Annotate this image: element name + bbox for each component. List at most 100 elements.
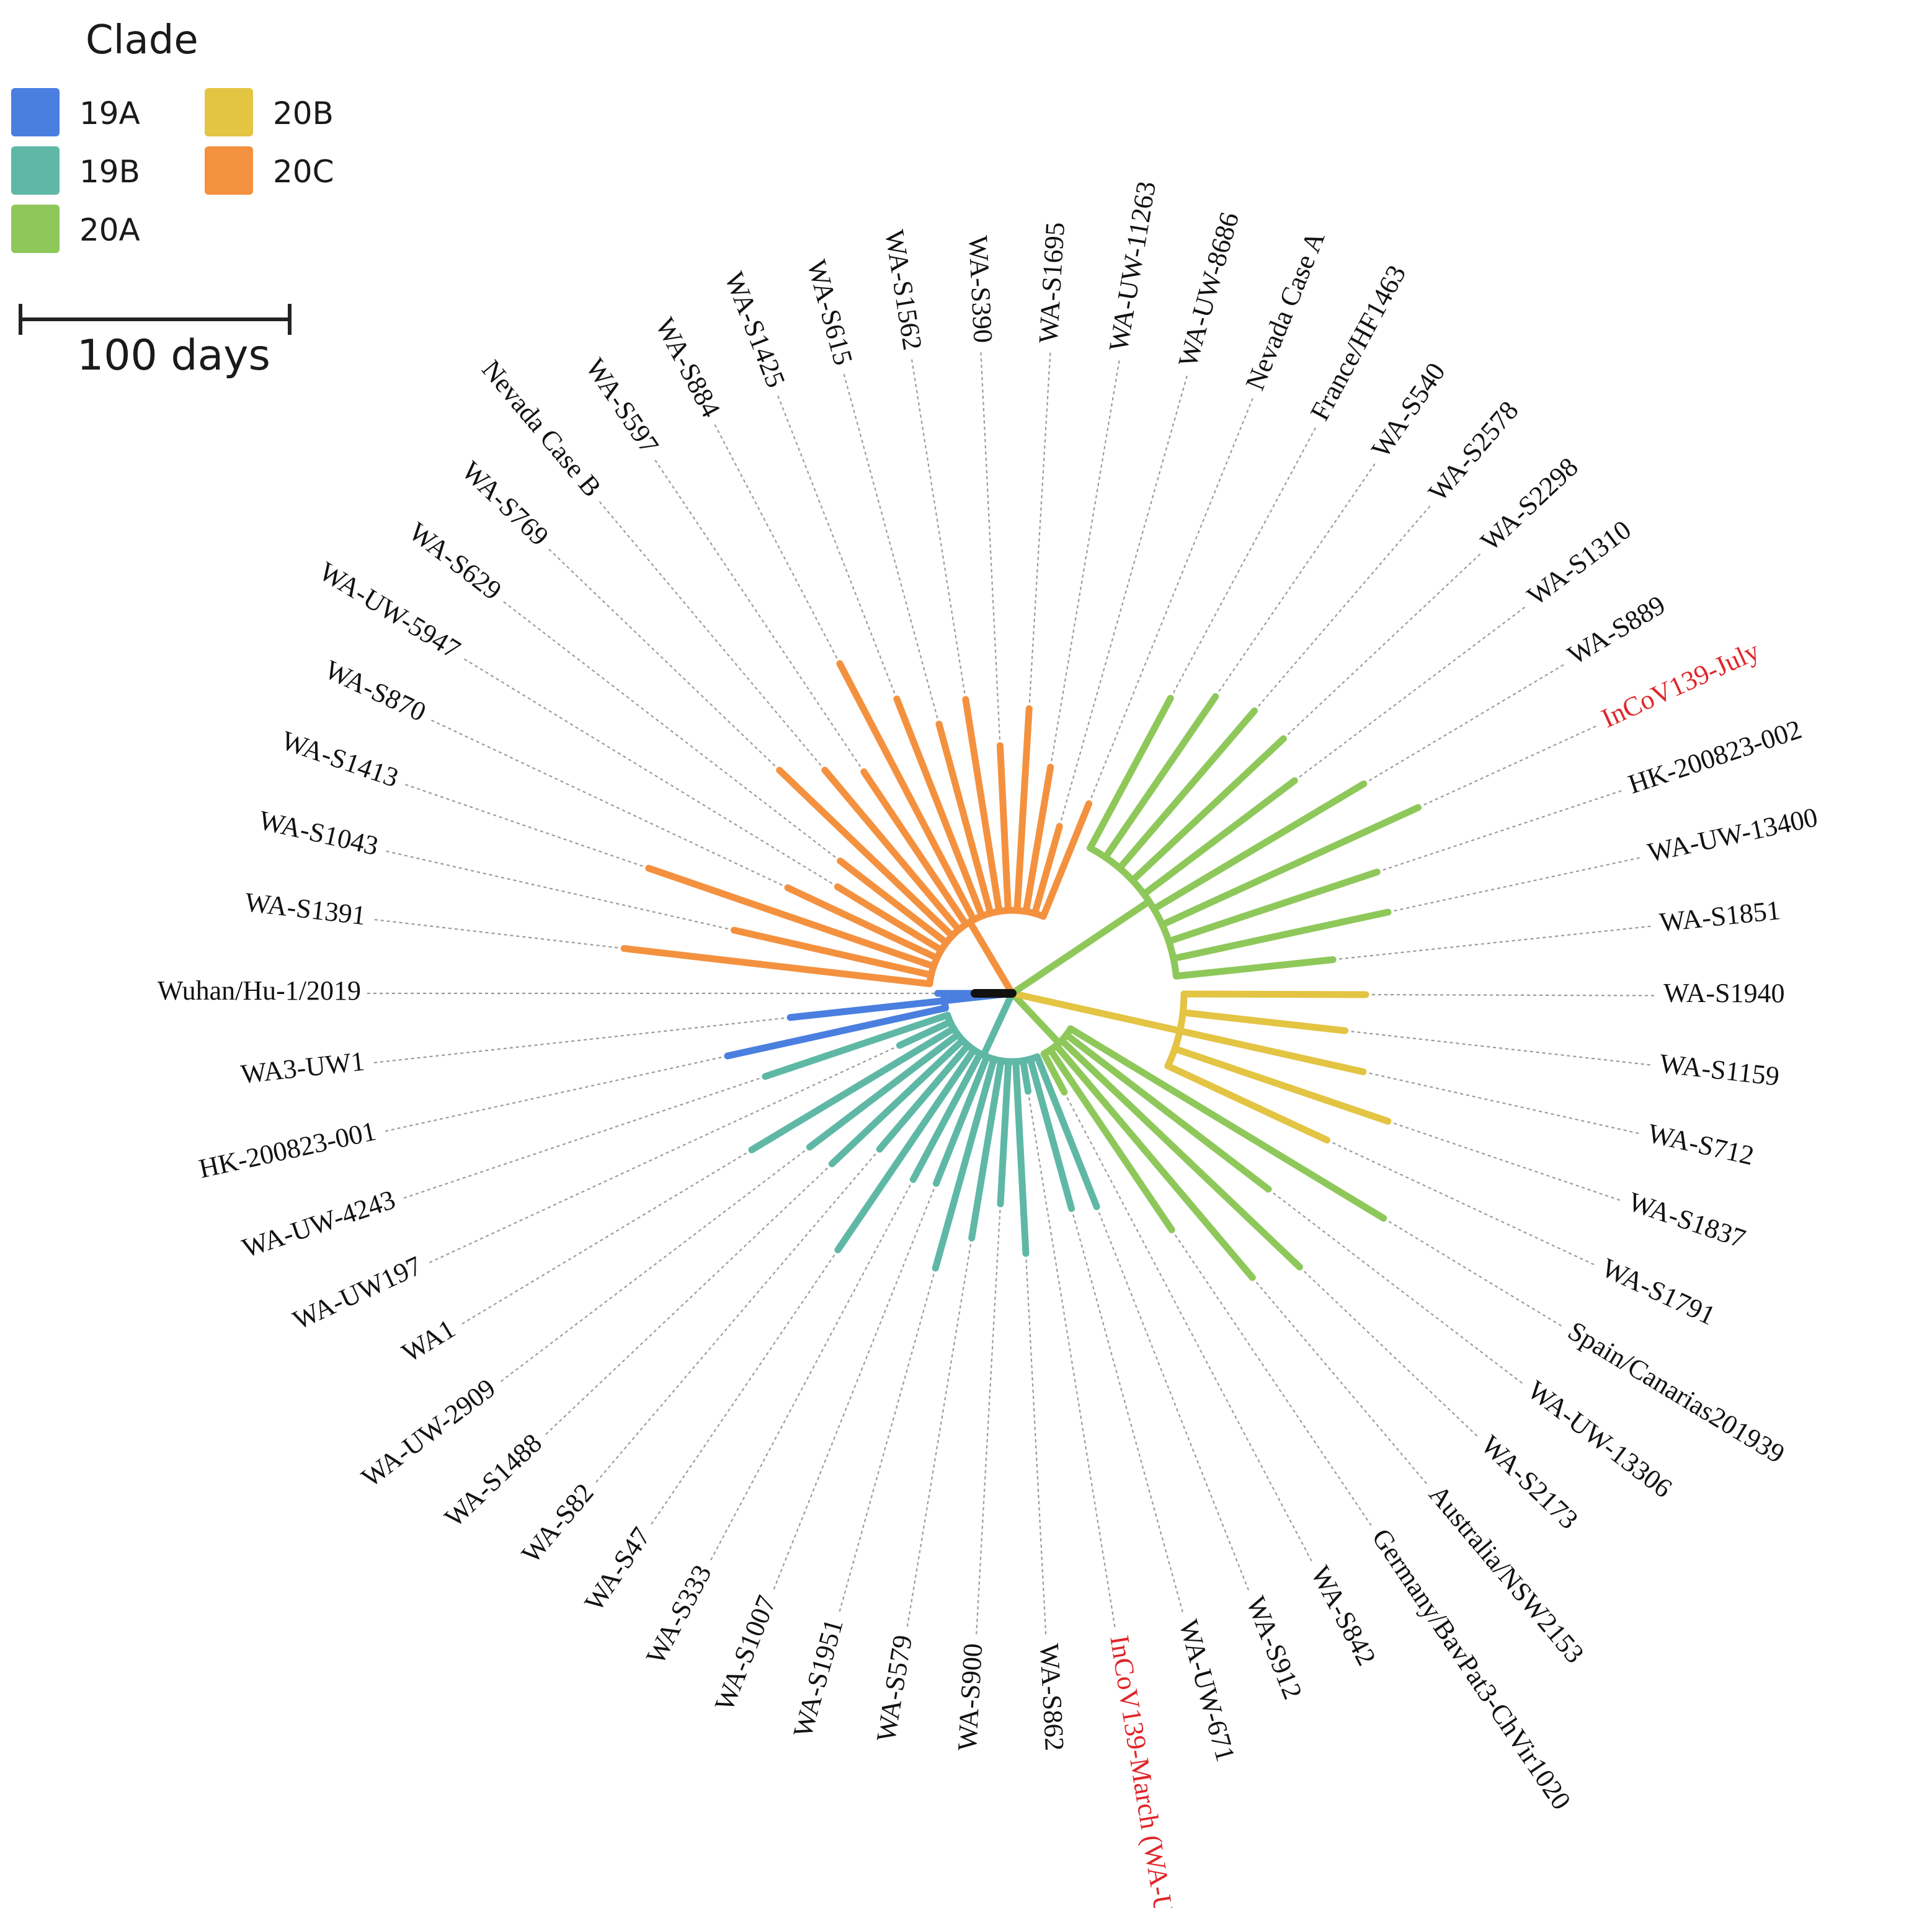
leaf-branch (1020, 1063, 1032, 1095)
leaf-label: WA-S870 (320, 654, 430, 727)
leaf-branch (1203, 990, 1369, 998)
internal-branch (914, 809, 977, 923)
internal-branch (1116, 834, 1149, 872)
leaf-branch (776, 766, 888, 874)
leader-line (906, 1238, 973, 1630)
internal-branch (906, 867, 963, 933)
legend-swatch-20b (205, 88, 253, 136)
leaf-label: WA-S1007 (709, 1591, 782, 1715)
leaf-label: WA-S2298 (1475, 451, 1584, 557)
leader-line (546, 546, 780, 771)
leaf-label: WA-S889 (1562, 590, 1670, 671)
leader-line (594, 1148, 880, 1485)
internal-branch (1087, 827, 1103, 852)
leaf-label: WA-S1940 (1663, 978, 1785, 1009)
leaf-label: WA-S82 (515, 1478, 600, 1569)
leader-line (980, 349, 1001, 746)
legend-title: Clade (86, 17, 198, 63)
internal-branch (855, 955, 935, 978)
leaf-label: WA-S1043 (256, 805, 381, 861)
leaf-label: Nevada Case A (1239, 227, 1330, 394)
legend-label-19a: 19A (79, 95, 140, 131)
internal-branch (983, 828, 1003, 915)
leaf-label: WA-S579 (871, 1633, 919, 1744)
leader-line (1363, 662, 1567, 784)
leaf-label: WA-S862 (1034, 1643, 1070, 1752)
leaf-branch (1213, 1113, 1387, 1222)
leaf-branch (996, 742, 1009, 861)
leaf-branch (876, 1075, 943, 1153)
leaf-branch (1182, 1070, 1331, 1144)
leaf-label: WA-S1851 (1658, 895, 1782, 938)
leader-line (1268, 1188, 1525, 1386)
leaf-label: WA-S1310 (1521, 514, 1637, 611)
leaf-label: WA-S629 (403, 517, 507, 606)
leaf-branch (1164, 777, 1298, 880)
leader-line (1299, 1266, 1480, 1439)
leader-line (838, 1267, 937, 1615)
leader-line (713, 421, 840, 664)
leaf-label: WA-UW-4243 (238, 1184, 399, 1263)
leaf-branch (935, 721, 976, 849)
leader-line (1365, 993, 1657, 996)
internal-branch (1179, 1009, 1199, 1018)
leader-line (975, 1204, 1002, 1638)
leaf-label: WA-S1488 (438, 1427, 548, 1533)
clade-stem (1008, 990, 1062, 1047)
internal-branch (1013, 833, 1025, 914)
leader-line (1283, 551, 1483, 740)
internal-branch (1002, 853, 1012, 914)
leaf-branch (1095, 694, 1174, 835)
leader-line (1363, 1071, 1642, 1135)
leaf-label: WA-UW197 (288, 1250, 426, 1336)
leaf-label: WA-S1159 (1658, 1048, 1781, 1091)
leaf-label: WA-S615 (801, 257, 859, 368)
leaf-label: WA-S900 (952, 1643, 989, 1752)
leaf-branch (909, 1092, 961, 1183)
leaf-label: HK-200823-001 (196, 1116, 379, 1184)
leaf-label: WA-S540 (1365, 357, 1451, 463)
leaf-label: WA3-UW1 (239, 1046, 367, 1089)
leader-line (543, 1163, 833, 1437)
internal-branch (795, 965, 933, 988)
leaf-branch (645, 864, 816, 928)
internal-branch (986, 1057, 1005, 1132)
leaf-branch (748, 1076, 873, 1153)
leaf-branch (1191, 1010, 1349, 1034)
internal-branch (912, 1046, 977, 1138)
leader-line (597, 499, 826, 771)
leaf-branch (1096, 1120, 1175, 1233)
leader-line (1333, 925, 1654, 961)
internal-branch (935, 1042, 972, 1083)
internal-branch (1170, 945, 1222, 962)
leader-line (461, 657, 838, 888)
leaf-branch (997, 1106, 1010, 1207)
leaf-branch (806, 1074, 904, 1151)
leader-line (400, 1075, 766, 1200)
internal-branch (1164, 1062, 1189, 1078)
scale-bar: 100 days (19, 304, 294, 380)
leader-line (1387, 856, 1643, 913)
leader-line (383, 850, 734, 931)
internal-branch (865, 1025, 958, 1083)
clade-stem (1008, 990, 1183, 1034)
legend-swatch-20c (205, 146, 253, 195)
internal-branch (1033, 1053, 1062, 1114)
leaf-label: WA-S390 (963, 235, 998, 344)
leaf-label: WA-UW-13400 (1645, 802, 1820, 868)
leaf-label: WA-UW-671 (1173, 1617, 1241, 1765)
legend-swatch-19a (11, 88, 60, 136)
internal-branch (1058, 1037, 1174, 1148)
scale-bar-label: 100 days (77, 331, 270, 380)
internal-branch (1102, 827, 1128, 861)
legend-swatch-19b (11, 146, 60, 195)
leaf-branch (620, 945, 803, 972)
leader-line (1096, 1206, 1250, 1594)
leaf-branch (724, 1024, 860, 1060)
leaf-label: WA-S1951 (787, 1615, 849, 1741)
scale-bar-line (19, 317, 292, 321)
leaf-label: WA-S1791 (1597, 1253, 1720, 1331)
leaf-label: WA-S884 (649, 313, 726, 422)
leader-line (1294, 605, 1528, 781)
